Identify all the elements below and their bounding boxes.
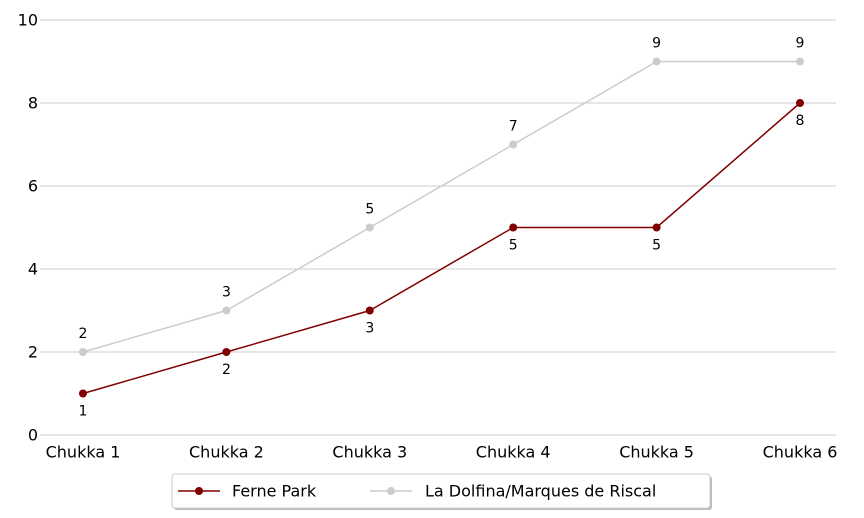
data-labels: 2 3 5 7 9 9 1 2 3 5 5 8 — [79, 36, 805, 420]
data-label: 9 — [652, 36, 661, 52]
legend-marker — [387, 487, 395, 495]
data-point — [509, 140, 518, 149]
x-tick-label: Chukka 6 — [763, 443, 838, 462]
data-label: 3 — [365, 321, 374, 337]
legend-item-0: Ferne Park — [178, 482, 317, 501]
data-point — [509, 223, 518, 232]
data-point — [222, 348, 231, 356]
data-point — [652, 223, 661, 232]
y-tick-label: 4 — [28, 260, 38, 279]
data-label: 2 — [222, 362, 231, 378]
series-1 — [79, 57, 804, 356]
data-label: 2 — [79, 326, 88, 342]
y-tick-label: 6 — [28, 177, 38, 196]
data-label: 7 — [509, 119, 518, 135]
data-point — [79, 389, 87, 398]
series-line — [82, 102, 801, 395]
data-point — [365, 306, 374, 315]
x-tick-label: Chukka 1 — [46, 443, 121, 462]
x-tick-label: Chukka 2 — [189, 443, 264, 462]
data-point — [79, 348, 87, 356]
data-label: 8 — [796, 113, 805, 129]
x-tick-label: Chukka 3 — [332, 443, 407, 462]
grid-lines — [40, 19, 836, 436]
legend-box — [171, 473, 711, 509]
data-label: 3 — [222, 285, 231, 301]
legend-label: La Dolfina/Marques de Riscal — [425, 482, 656, 501]
legend: Ferne Park La Dolfina/Marques de Riscal — [171, 473, 712, 510]
data-label: 5 — [509, 238, 518, 254]
series-lines — [79, 57, 804, 398]
data-point — [652, 57, 661, 66]
x-tick-label: Chukka 5 — [619, 443, 694, 462]
series-line — [82, 60, 800, 353]
y-axis-tick-labels: 0 2 4 6 8 10 — [18, 11, 38, 445]
legend-label: Ferne Park — [232, 482, 317, 501]
data-label: 9 — [796, 36, 805, 52]
y-tick-label: 0 — [28, 426, 38, 445]
x-tick-label: Chukka 4 — [476, 443, 551, 462]
x-axis-tick-labels: Chukka 1 Chukka 2 Chukka 3 Chukka 4 Chukka 5… — [46, 443, 838, 462]
legend-marker — [195, 487, 203, 495]
y-tick-label: 2 — [28, 343, 38, 362]
y-tick-label: 8 — [28, 94, 38, 113]
data-point — [796, 57, 804, 66]
series-0 — [79, 99, 804, 398]
data-label: 1 — [79, 404, 88, 420]
data-point — [365, 223, 374, 232]
data-point — [796, 99, 804, 107]
legend-item-1: La Dolfina/Marques de Riscal — [370, 482, 656, 501]
data-label: 5 — [652, 238, 661, 254]
data-label: 5 — [365, 202, 374, 218]
y-tick-label: 10 — [18, 11, 38, 30]
data-point — [222, 306, 231, 315]
